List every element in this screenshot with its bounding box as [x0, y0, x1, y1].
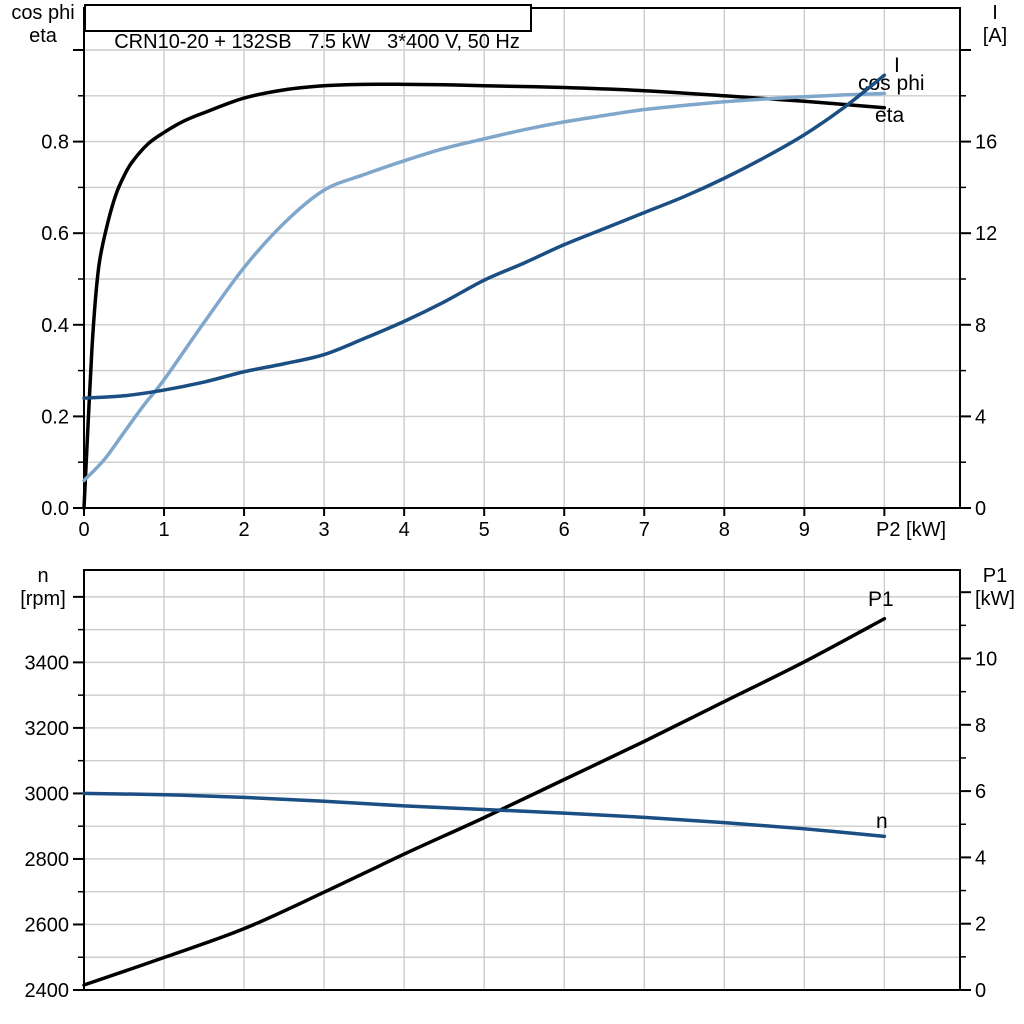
- x-tick-label: 6: [559, 519, 570, 541]
- bottom-right-axis-label-line1: P1: [982, 565, 1008, 587]
- left-tick-label: 2400: [25, 980, 70, 1002]
- x-tick-label: 0: [78, 519, 89, 541]
- chart-title-box: CRN10-20 + 132SB 7.5 kW 3*400 V, 50 Hz: [84, 4, 532, 53]
- right-tick-label: 4: [975, 847, 986, 869]
- left-tick-label: 0.8: [41, 132, 69, 154]
- top-left-axis-label-line2: eta: [29, 25, 57, 47]
- right-tick-label: 8: [975, 315, 986, 337]
- x-axis-unit-label: P2 [kW]: [876, 519, 947, 541]
- top-right-axis-label-line2: [A]: [982, 25, 1008, 47]
- bottom-left-axis-label: n [rpm]: [4, 565, 82, 611]
- series-path-eta: [82, 82, 887, 510]
- left-tick-label: 0.0: [41, 498, 69, 520]
- bottom-right-axis-label-line2: [kW]: [975, 588, 1015, 610]
- plot-frame-motor-electrical-curves: [83, 7, 961, 509]
- right-tick-label: 8: [975, 715, 986, 737]
- x-tick-label: 1: [158, 519, 169, 541]
- top-left-axis-label-line1: cos phi: [11, 2, 75, 24]
- top-left-axis-label: cos phi eta: [4, 2, 82, 48]
- right-tick-label: 12: [975, 223, 997, 245]
- x-tick-label: 5: [479, 519, 490, 541]
- series-path-p1: [82, 616, 887, 987]
- curve-label-speed-n: n: [876, 810, 888, 833]
- left-tick-label: 2800: [25, 849, 70, 871]
- bottom-left-axis-label-line1: n: [37, 565, 49, 587]
- curve-label-current-i: I: [894, 54, 900, 77]
- x-tick-label: 7: [639, 519, 650, 541]
- series-path-cos-phi: [82, 91, 887, 483]
- right-tick-label: 2: [975, 914, 986, 936]
- right-tick-label: 0: [975, 498, 986, 520]
- curve-label-eta: eta: [875, 104, 905, 127]
- bottom-right-axis-label: P1 [kW]: [970, 565, 1020, 611]
- chart-title: CRN10-20 + 132SB 7.5 kW 3*400 V, 50 Hz: [114, 31, 520, 53]
- left-tick-label: 0.2: [41, 406, 69, 428]
- ticks-motor-electrical-curves: [73, 48, 971, 516]
- left-tick-label: 3000: [25, 783, 70, 805]
- right-tick-label: 6: [975, 781, 986, 803]
- ticks-speed-power-curves: [73, 591, 971, 991]
- x-tick-label: 3: [319, 519, 330, 541]
- left-tick-label: 3200: [25, 718, 70, 740]
- right-tick-label: 10: [975, 649, 997, 671]
- curve-label-p1: P1: [868, 588, 894, 611]
- left-tick-label: 0.6: [41, 223, 69, 245]
- left-tick-label: 3400: [25, 652, 70, 674]
- series-path-current-i: [82, 73, 887, 400]
- left-tick-label: 2600: [25, 914, 70, 936]
- bottom-left-axis-label-line2: [rpm]: [20, 588, 66, 610]
- curve-label-cos-phi: cos phi: [858, 72, 925, 95]
- right-tick-label: 4: [975, 406, 986, 428]
- left-tick-label: 0.4: [41, 315, 69, 337]
- plot-frame-speed-power-curves: [83, 569, 961, 991]
- gridlines-speed-power-curves: [84, 570, 960, 990]
- right-tick-label: 0: [975, 980, 986, 1002]
- x-tick-label: 9: [799, 519, 810, 541]
- right-tick-label: 16: [975, 132, 997, 154]
- top-right-axis-label-line1: I: [992, 2, 998, 24]
- x-tick-label: 2: [239, 519, 250, 541]
- gridlines-motor-electrical-curves: [84, 8, 960, 508]
- x-tick-label: 8: [719, 519, 730, 541]
- series-path-speed-n: [82, 791, 887, 839]
- top-right-axis-label: I [A]: [970, 2, 1020, 48]
- tick-labels-speed-power-curves: 2400 2600 2800 3000 3200 3400 0 2 4 6 8 10: [25, 649, 998, 1002]
- x-tick-label: 4: [399, 519, 410, 541]
